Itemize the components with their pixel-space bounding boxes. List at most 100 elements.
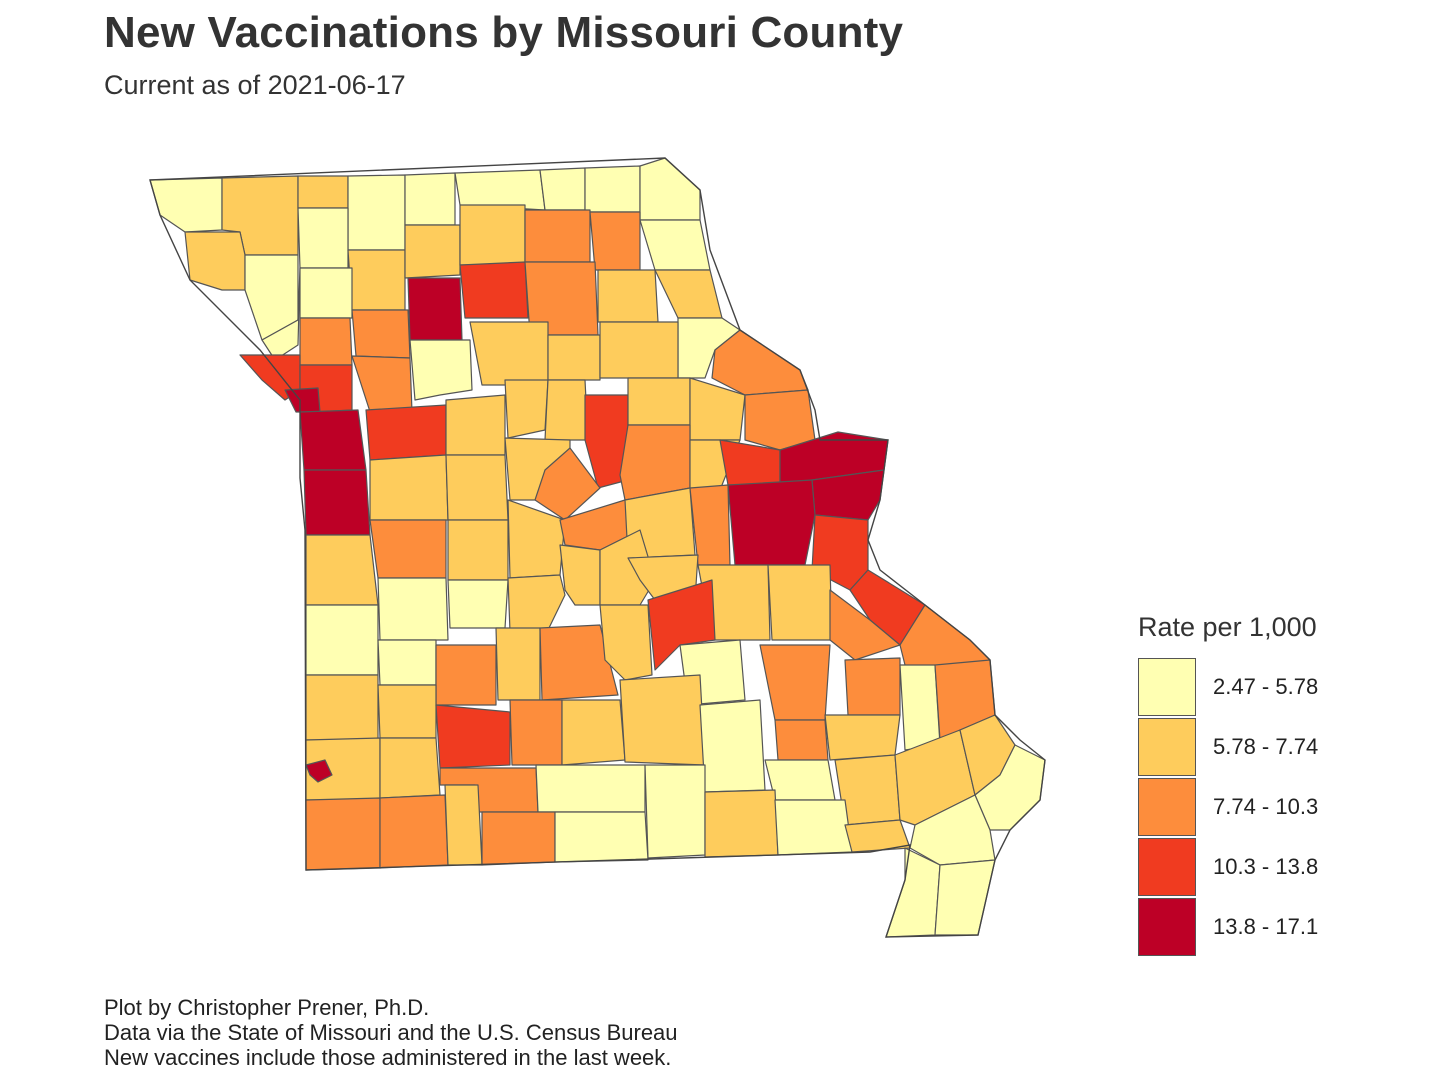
legend-label: 13.8 - 17.1 — [1213, 914, 1319, 939]
county — [445, 454, 509, 521]
county — [844, 657, 901, 716]
county — [404, 224, 461, 279]
county — [584, 394, 629, 489]
legend: Rate per 1,000 2.47 - 5.78 5.78 - 7.74 7.7… — [1138, 612, 1318, 957]
caption-line-note: New vaccines include those administered … — [104, 1045, 672, 1070]
county — [445, 394, 506, 456]
county — [639, 157, 701, 221]
county — [444, 784, 483, 866]
legend-label: 10.3 - 13.8 — [1213, 854, 1319, 879]
county — [559, 544, 601, 606]
county — [535, 764, 646, 813]
county — [644, 764, 706, 859]
county — [305, 797, 381, 871]
county — [534, 447, 601, 521]
county — [619, 674, 706, 766]
county — [699, 699, 766, 793]
county — [539, 624, 619, 701]
county — [369, 454, 449, 521]
county — [744, 389, 816, 451]
chart-title: New Vaccinations by Missouri County — [104, 8, 904, 57]
county — [377, 577, 449, 641]
county — [481, 811, 556, 866]
county — [547, 334, 601, 381]
county — [829, 589, 901, 661]
county — [297, 207, 349, 269]
county — [509, 699, 563, 766]
county — [544, 379, 589, 441]
county — [619, 424, 691, 501]
county — [469, 321, 549, 386]
county — [899, 664, 941, 751]
county — [435, 704, 511, 769]
county — [369, 519, 447, 579]
county — [597, 269, 659, 323]
county — [303, 469, 371, 536]
county — [459, 261, 529, 319]
county — [599, 529, 656, 606]
county — [727, 479, 816, 566]
legend-item: 10.3 - 13.8 — [1138, 837, 1318, 897]
county — [495, 627, 541, 701]
county — [459, 204, 526, 266]
legend-label: 5.78 - 7.74 — [1213, 734, 1319, 759]
county — [654, 269, 723, 319]
chart-subtitle: Current as of 2021-06-17 — [104, 70, 406, 100]
county — [885, 847, 941, 938]
county — [351, 309, 411, 359]
county — [824, 714, 901, 761]
missouri-county-map — [149, 157, 1046, 938]
caption: Plot by Christopher Prener, Ph.D. Data v… — [104, 995, 678, 1070]
county — [379, 794, 449, 869]
county — [305, 604, 379, 676]
county — [774, 799, 853, 856]
county — [704, 789, 779, 858]
caption-line-source: Data via the State of Missouri and the U… — [104, 1020, 678, 1045]
county — [347, 174, 406, 251]
county — [599, 321, 679, 379]
county — [347, 249, 406, 311]
legend-swatch — [1138, 658, 1196, 716]
legend-label: 7.74 - 10.3 — [1213, 794, 1319, 819]
caption-line-author: Plot by Christopher Prener, Ph.D. — [104, 995, 430, 1020]
county — [539, 167, 586, 211]
legend-item: 13.8 - 17.1 — [1138, 897, 1318, 957]
county — [647, 579, 716, 671]
county — [379, 737, 441, 799]
county — [149, 177, 223, 233]
county — [407, 277, 463, 341]
county — [404, 172, 456, 226]
county — [305, 534, 379, 606]
county — [599, 604, 653, 681]
county — [184, 231, 246, 291]
county — [561, 699, 626, 766]
legend-swatch — [1138, 838, 1196, 896]
county — [639, 219, 711, 271]
county — [504, 379, 549, 439]
county — [299, 317, 353, 366]
county — [435, 644, 497, 706]
county — [409, 339, 473, 401]
legend-swatch — [1138, 718, 1196, 776]
county — [377, 639, 437, 686]
county — [584, 165, 641, 213]
legend-title: Rate per 1,000 — [1138, 612, 1317, 642]
county — [447, 579, 509, 629]
county — [377, 684, 437, 739]
legend-label: 2.47 - 5.78 — [1213, 674, 1319, 699]
legend-item: 7.74 - 10.3 — [1138, 777, 1318, 837]
county — [454, 169, 546, 211]
county — [284, 387, 321, 413]
legend-item: 2.47 - 5.78 — [1138, 657, 1318, 717]
county — [447, 519, 509, 581]
county — [299, 267, 353, 319]
county — [365, 404, 447, 461]
legend-swatch — [1138, 778, 1196, 836]
county — [774, 719, 829, 761]
state-outline — [149, 157, 1046, 938]
county — [305, 674, 379, 741]
county — [297, 175, 349, 209]
county — [589, 211, 641, 271]
county — [689, 484, 731, 566]
county — [299, 409, 367, 471]
